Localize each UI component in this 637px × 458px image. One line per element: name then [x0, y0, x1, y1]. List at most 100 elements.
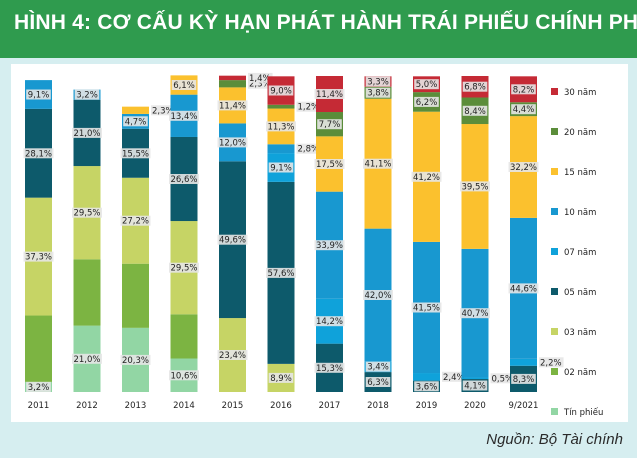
data-label: 5,0% — [416, 80, 438, 90]
data-label-box — [365, 361, 391, 372]
data-label: 29,5% — [73, 209, 100, 219]
x-tick-label: 2017 — [319, 401, 341, 411]
x-tick-label: 2019 — [416, 401, 438, 411]
data-label: 37,3% — [25, 253, 52, 263]
data-label-box — [72, 353, 102, 364]
data-label: 21,0% — [73, 355, 100, 365]
data-label: 28,1% — [25, 149, 52, 159]
data-label-box — [365, 87, 391, 98]
data-label: 21,0% — [73, 129, 100, 139]
data-label-box — [217, 350, 248, 360]
data-label-box — [151, 105, 176, 116]
bar-segment — [461, 377, 489, 380]
data-label: 2,2% — [540, 358, 562, 368]
data-label: 3,8% — [367, 89, 389, 99]
legend-label: 10 năm — [564, 208, 596, 218]
data-label: 2,4% — [443, 373, 465, 383]
data-label-box — [411, 171, 442, 182]
chart-panel: 3,2% 37,3% 28,1% 9,1% 2011 21,0% 29,5% 21,0% 3,2… — [11, 64, 628, 422]
data-label-box — [268, 372, 294, 383]
data-label: 32,2% — [510, 163, 537, 173]
data-label: 2,8% — [298, 145, 320, 155]
data-label-box — [490, 373, 516, 384]
data-label: 57,6% — [267, 269, 294, 279]
data-label-box — [411, 302, 442, 313]
data-label-box — [460, 181, 490, 192]
bar-segment — [267, 104, 295, 109]
data-label-box — [314, 316, 345, 327]
data-label: 11,4% — [316, 90, 343, 100]
data-label-box — [296, 143, 322, 154]
data-label: 3,3% — [367, 78, 389, 88]
x-tick-label: 2018 — [367, 401, 389, 411]
x-tick-label: 2015 — [222, 401, 244, 411]
legend-swatch — [551, 368, 558, 375]
x-tick-label: 2014 — [173, 401, 195, 411]
data-label: 44,6% — [510, 284, 537, 294]
bar-segment — [219, 80, 246, 88]
data-label-box — [23, 251, 54, 262]
data-label: 3,2% — [28, 383, 50, 393]
legend-label: 15 năm — [564, 168, 596, 178]
data-label: 3,6% — [416, 382, 438, 392]
data-label-box — [217, 234, 248, 245]
data-label-box — [268, 162, 294, 173]
data-label: 49,6% — [219, 236, 246, 246]
data-label-box — [511, 84, 536, 95]
data-label-box — [462, 105, 488, 116]
data-label: 9,0% — [270, 87, 292, 97]
legend-label: 30 năm — [564, 88, 596, 98]
data-label-box — [442, 371, 467, 382]
x-tick-label: 2012 — [76, 401, 98, 411]
data-label: 1,2% — [298, 103, 320, 113]
data-label-box — [120, 354, 151, 365]
data-label-box — [248, 72, 273, 83]
x-tick-label: 2016 — [270, 401, 292, 411]
bar-segment — [267, 144, 295, 154]
data-label: 8,4% — [464, 107, 486, 117]
legend-swatch — [551, 408, 558, 415]
data-label-box — [365, 76, 391, 87]
legend-swatch — [551, 288, 558, 295]
data-label-box — [462, 81, 488, 92]
data-label: 40,7% — [461, 309, 488, 319]
data-label-box — [74, 89, 100, 100]
data-label-box — [171, 80, 197, 90]
legend-swatch — [551, 248, 558, 255]
data-label-box — [217, 137, 248, 148]
data-label-box — [508, 283, 539, 294]
bar-segment — [219, 75, 246, 81]
data-label-box — [169, 110, 199, 121]
data-label: 33,9% — [316, 241, 343, 251]
data-label: 39,5% — [461, 182, 488, 192]
data-label: 8,3% — [513, 375, 535, 385]
data-label-box — [120, 215, 151, 226]
data-label-box — [217, 100, 248, 111]
data-label: 10,6% — [170, 371, 197, 381]
data-label-box — [317, 119, 342, 130]
data-label-box — [23, 148, 54, 159]
bar-segment — [122, 263, 149, 328]
data-label: 6,2% — [416, 98, 438, 108]
data-label-box — [266, 121, 296, 132]
data-label-box — [72, 207, 102, 218]
data-label-box — [72, 127, 102, 138]
data-label: 4,4% — [513, 105, 535, 115]
data-label-box — [365, 377, 391, 387]
data-label: 9,1% — [28, 91, 50, 101]
data-label-box — [314, 89, 345, 99]
data-label: 41,5% — [413, 304, 440, 314]
data-label-box — [460, 308, 490, 319]
bar-segment — [122, 106, 149, 114]
data-label-box — [248, 78, 273, 89]
data-label: 4,7% — [125, 117, 147, 127]
data-label-box — [266, 267, 296, 278]
data-label: 15,5% — [122, 149, 149, 159]
legend-label: 05 năm — [564, 288, 596, 298]
data-label-box — [511, 373, 536, 384]
data-label: 4,1% — [464, 382, 486, 392]
data-label-box — [314, 362, 345, 373]
data-label: 6,3% — [367, 378, 389, 388]
data-label: 11,3% — [267, 122, 294, 132]
data-label: 7,7% — [319, 120, 341, 130]
